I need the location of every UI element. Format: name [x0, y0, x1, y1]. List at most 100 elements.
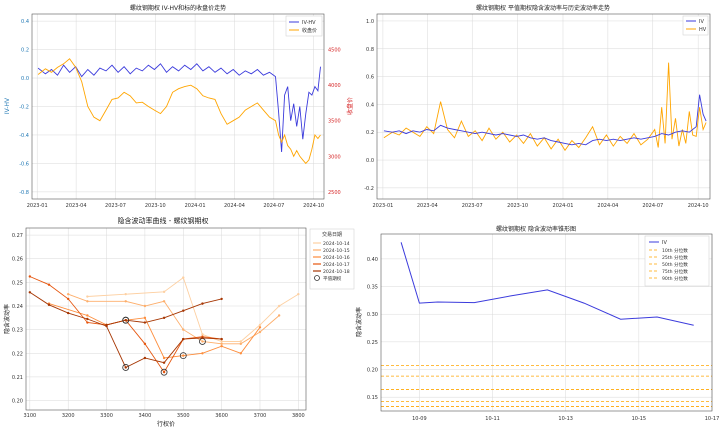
- p4-y-tick-label: 0.40: [367, 257, 378, 263]
- p3-smile-point: [86, 321, 89, 324]
- p2-y-tick-label: -0.2: [364, 186, 374, 192]
- p2-x-ticks: 2023-01 2023-04 2023-07 2023-10 2024-01 2024-…: [372, 203, 708, 209]
- p3-smile-point: [182, 309, 185, 312]
- p2-y-ticks: 1.0 0.8 0.6 0.4 0.2 0.0 -0.2: [364, 19, 374, 192]
- p3-y-tick-label: 0.24: [12, 304, 23, 310]
- p1-x-tick-label: 2023-10: [145, 203, 166, 209]
- p4-legend-label: 25th 分位数: [662, 254, 688, 261]
- p2-series: [383, 62, 707, 152]
- p3-x-tick-label: 3100: [23, 413, 36, 419]
- p1-legend-label: IV-HV: [302, 20, 316, 26]
- p3-x-tick-label: 3700: [254, 413, 267, 419]
- p3-smile-point: [28, 275, 32, 278]
- iv-hv-price-panel: 螺纹钢期权 IV-HV和标的收盘价走势 2023-01 2023-04 2023-0…: [4, 4, 354, 209]
- p3-x-tick-label: 3800: [292, 413, 305, 419]
- p3-smile-point: [47, 283, 51, 286]
- p3-smile-point: [201, 336, 204, 340]
- p4-x-tick-label: 10-13: [558, 416, 573, 422]
- p3-legend-label: 2024-10-18: [323, 269, 350, 275]
- p1-y-tick-label-left: 0.0: [21, 76, 29, 82]
- p2-series-line-iv: [383, 94, 707, 146]
- p1-series-line-iv-hv: [37, 63, 321, 153]
- p4-x-tick-label: 10-15: [632, 416, 647, 422]
- p3-smile-point: [162, 361, 166, 364]
- p3-smile-point: [105, 323, 108, 327]
- p3-smile-point: [162, 316, 166, 320]
- p1-y-tick-label-right: 4000: [328, 83, 341, 89]
- p3-smile-point: [182, 337, 185, 341]
- p1-title: 螺纹钢期权 IV-HV和标的收盘价走势: [130, 4, 226, 12]
- p1-y-tick-label-left: -0.8: [19, 190, 29, 196]
- p3-y-tick-label: 0.20: [12, 399, 23, 405]
- p4-ylabel: 隐含波动率: [355, 307, 363, 337]
- p2-y-tick-label: 0.8: [366, 47, 374, 53]
- p3-x-tick-label: 3200: [62, 413, 75, 419]
- p1-series: [37, 58, 321, 165]
- p4-series: [381, 242, 712, 407]
- volatility-cone-panel: 螺纹钢期权 隐含波动率锥形图 10-09 10-11 10-13 10-15 10-17…: [355, 225, 719, 422]
- p1-y-ticks-left: 0.4 0.2 0.0 -0.2 -0.4 -0.6 -0.8: [19, 19, 29, 196]
- p3-smile-point: [239, 340, 242, 343]
- p1-grid: [32, 14, 324, 199]
- p1-series-line-close-price: [37, 58, 321, 165]
- p4-frame: [380, 233, 713, 412]
- p3-smile-point: [124, 300, 127, 303]
- p1-x-tick-label: 2023-04: [66, 203, 87, 209]
- p3-smile-point: [66, 311, 70, 315]
- p1-ylabel-right: 收盘价: [346, 97, 354, 115]
- p2-frame: [376, 13, 711, 200]
- p3-smile-point: [66, 297, 70, 301]
- p4-y-ticks: 0.15 0.20 0.25 0.30 0.35 0.40: [367, 257, 378, 401]
- p2-x-tick-label: 2023-10: [507, 203, 528, 209]
- p3-smile-point: [220, 297, 223, 301]
- p3-title: 隐含波动率曲线 - 螺纹钢期权: [118, 216, 209, 225]
- p3-smile-point: [66, 292, 70, 296]
- p2-grid: [377, 14, 710, 199]
- p3-smile-point: [220, 337, 223, 341]
- p1-x-tick-label: 2023-01: [27, 203, 48, 209]
- p3-y-tick-label: 0.25: [12, 280, 23, 286]
- p3-smile-point: [277, 314, 281, 317]
- p3-smile-point: [201, 333, 204, 336]
- p1-x-ticks: 2023-01 2023-04 2023-07 2023-10 2024-01 2024-…: [27, 203, 324, 209]
- p1-legend-label: 收盘价: [302, 27, 317, 34]
- p3-smile-point: [143, 316, 147, 320]
- p4-x-tick-label: 10-11: [485, 416, 500, 422]
- p4-y-tick-label: 0.30: [367, 312, 378, 318]
- p1-y-tick-label-right: 3500: [328, 119, 341, 125]
- p3-atm-marker: [122, 364, 130, 371]
- p3-legend: 交易日期2024-10-142024-10-152024-10-162024-1…: [309, 228, 355, 290]
- p3-y-tick-label: 0.26: [12, 257, 23, 263]
- p3-y-tick-label: 0.22: [12, 351, 23, 357]
- p3-legend-label: 2024-10-16: [323, 255, 350, 261]
- p3-smile-point: [86, 317, 89, 321]
- p3-smile-point: [182, 354, 185, 357]
- p4-x-ticks: 10-09 10-11 10-13 10-15 10-17: [412, 416, 719, 422]
- p3-smile-point: [182, 328, 185, 331]
- p3-y-tick-label: 0.27: [12, 233, 23, 239]
- p3-smile-line: [106, 298, 222, 326]
- p3-smile-point: [277, 304, 281, 308]
- p3-legend-label: 2024-10-14: [323, 241, 350, 247]
- p3-smile-point: [143, 321, 147, 324]
- p1-legend-box: [285, 15, 323, 37]
- p4-y-tick-label: 0.35: [367, 285, 378, 291]
- p2-x-tick-label: 2023-07: [462, 203, 483, 209]
- p3-smile-point: [297, 292, 300, 296]
- p2-series-line-hv: [383, 62, 707, 152]
- p1-x-tick-label: 2023-07: [105, 203, 126, 209]
- p2-legend-label: HV: [699, 27, 707, 33]
- p1-x-tick-label: 2024-01: [185, 203, 206, 209]
- p1-y-tick-label-right: 2500: [328, 190, 341, 196]
- p3-smile-point: [220, 344, 223, 348]
- p2-y-tick-label: 0.2: [366, 130, 374, 136]
- p3-atm-marker: [179, 352, 187, 360]
- p3-smile-point: [258, 323, 262, 327]
- p3-smile-point: [143, 304, 147, 308]
- p4-legend-label: 75th 分位数: [662, 268, 688, 275]
- p4-legend-label: IV: [662, 240, 667, 246]
- p2-x-tick-label: 2024-01: [553, 203, 574, 209]
- p1-x-tick-label: 2024-07: [263, 203, 284, 209]
